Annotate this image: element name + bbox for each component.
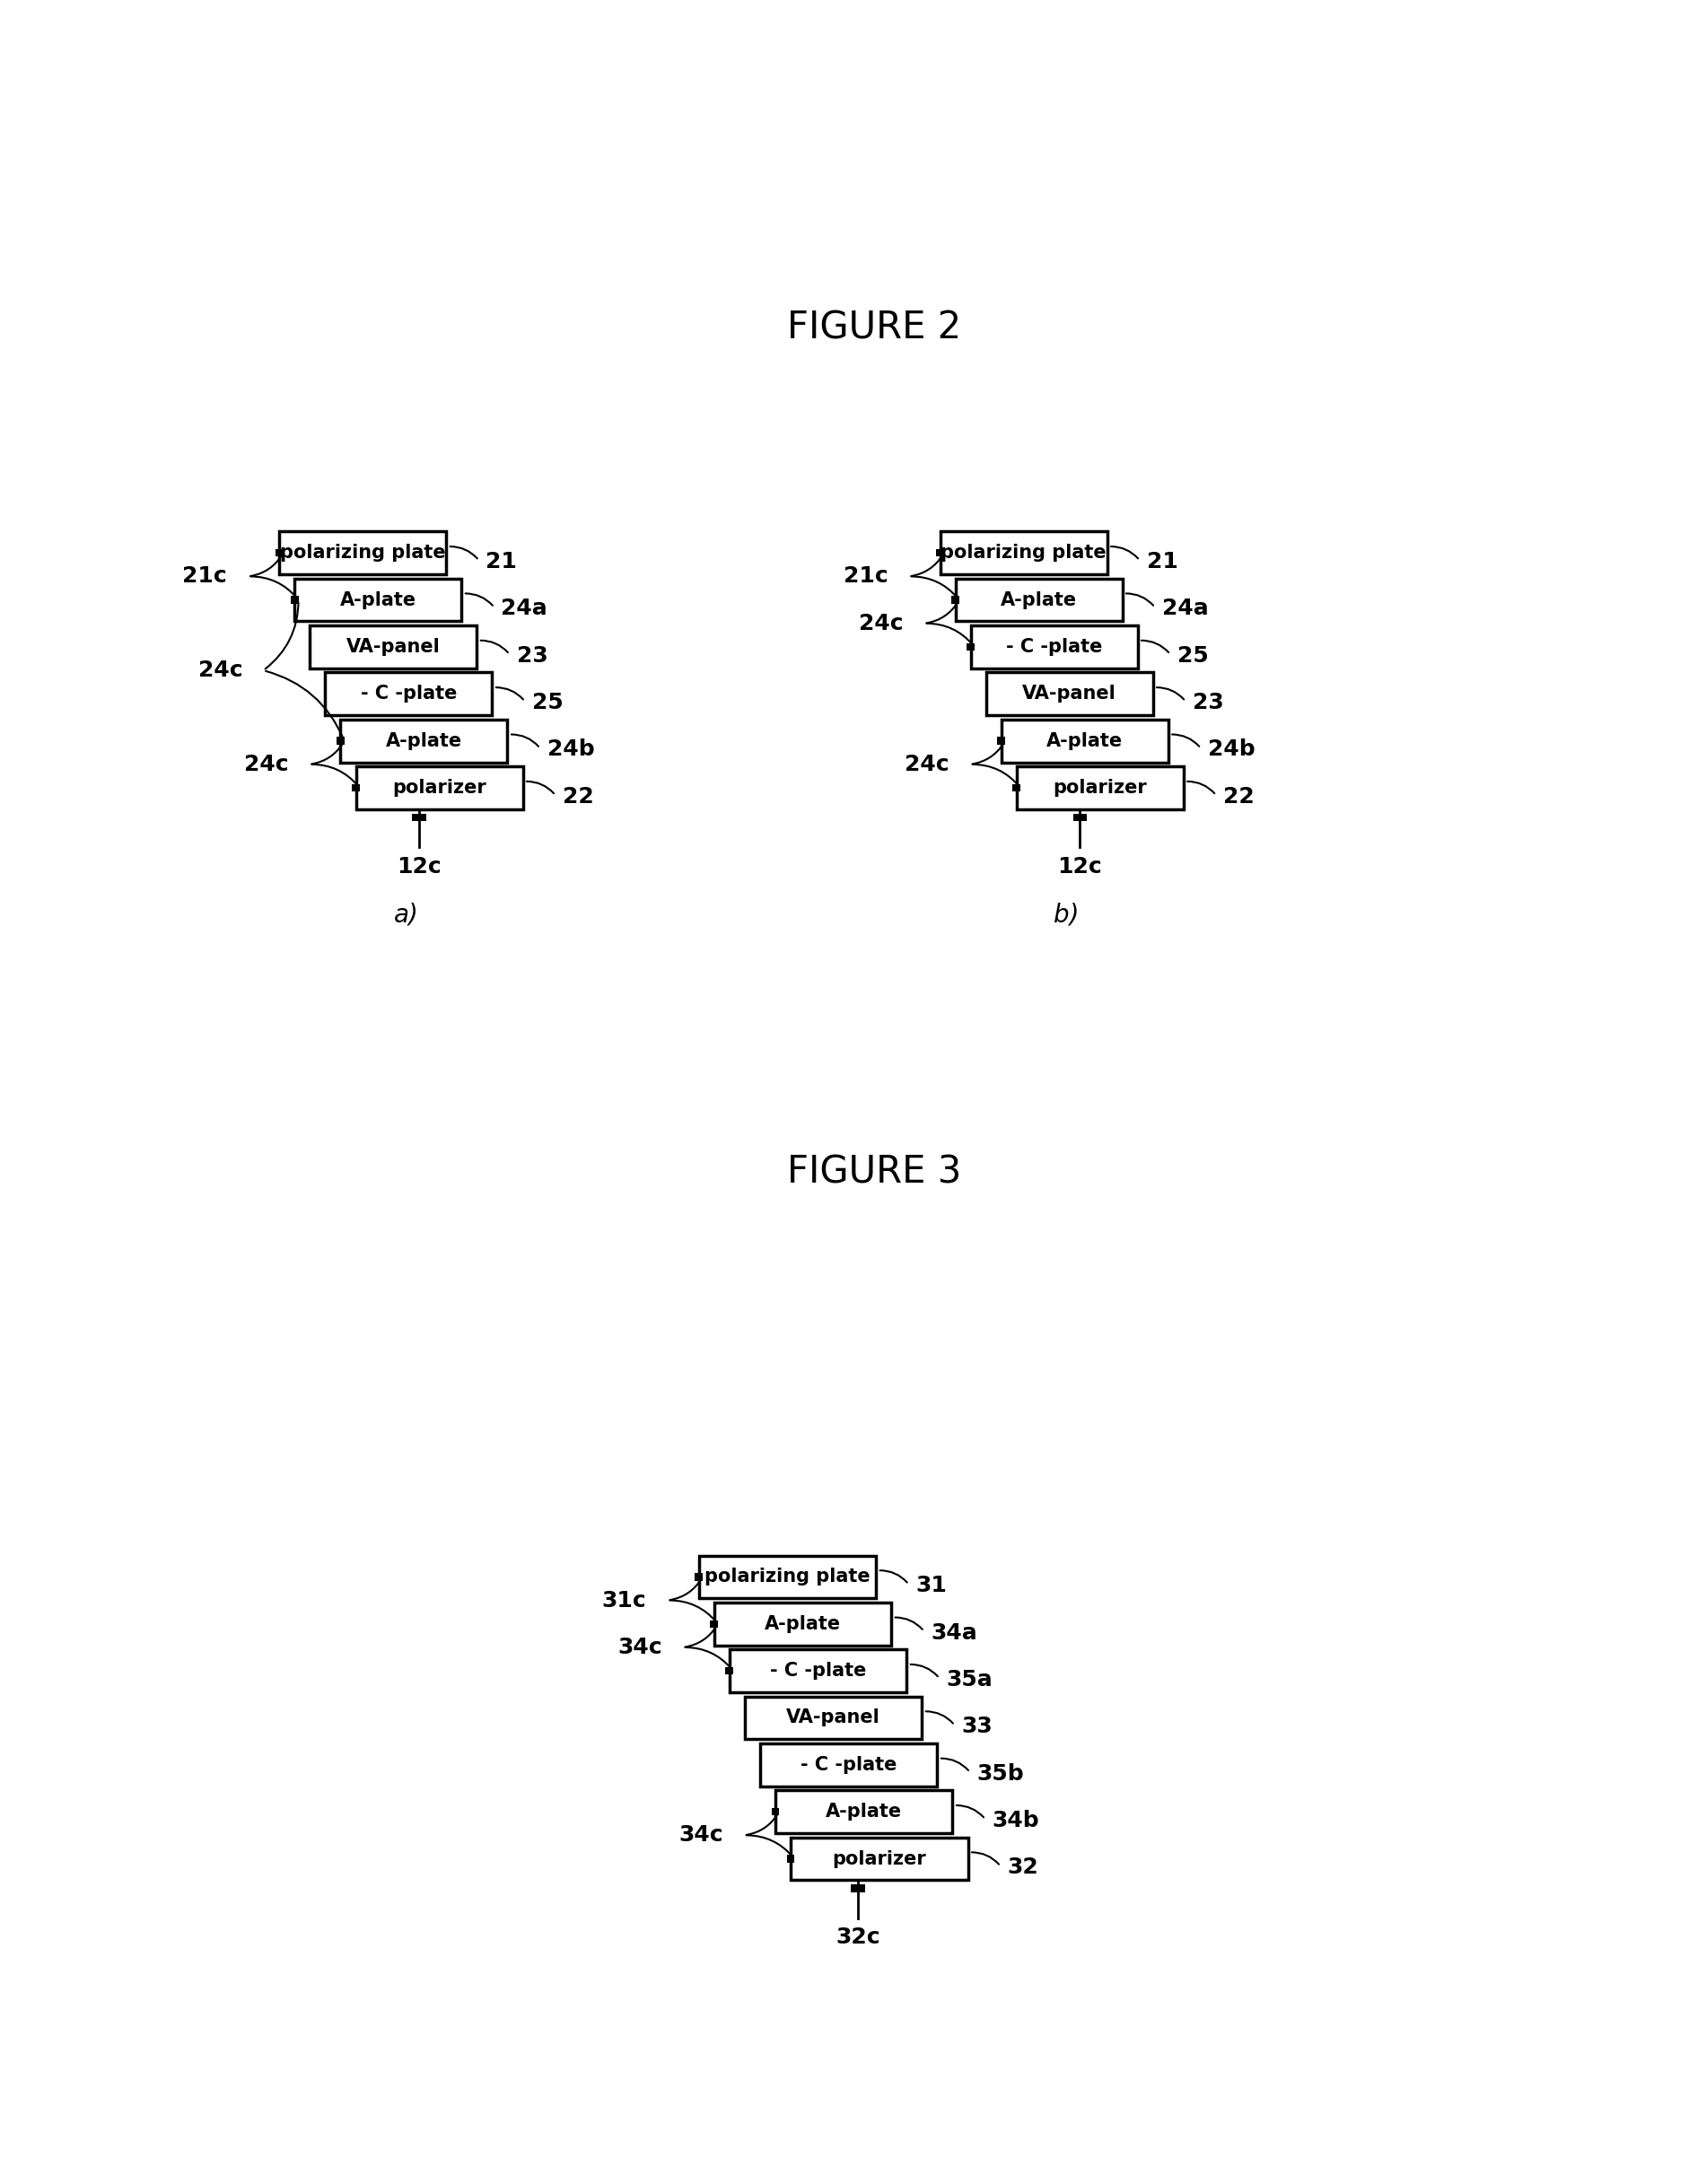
- Text: FIGURE 2: FIGURE 2: [786, 310, 962, 347]
- Bar: [357, 767, 522, 810]
- Bar: [967, 642, 974, 651]
- Bar: [937, 548, 943, 557]
- Bar: [280, 531, 447, 574]
- Text: 34a: 34a: [931, 1623, 978, 1642]
- Text: 34b: 34b: [993, 1811, 1039, 1832]
- Text: b): b): [1054, 902, 1080, 928]
- Bar: [290, 596, 299, 603]
- Text: polarizer: polarizer: [392, 780, 486, 797]
- Bar: [952, 596, 959, 603]
- Text: 25: 25: [532, 692, 563, 714]
- Bar: [744, 1697, 921, 1738]
- Text: 35a: 35a: [947, 1669, 993, 1690]
- Text: 34c: 34c: [618, 1636, 662, 1658]
- Text: 25: 25: [1177, 644, 1208, 666]
- Bar: [295, 579, 462, 622]
- Text: 24b: 24b: [548, 738, 594, 760]
- Text: polarizer: polarizer: [1053, 780, 1146, 797]
- Bar: [413, 812, 426, 821]
- Text: polarizing plate: polarizing plate: [705, 1568, 870, 1586]
- Bar: [326, 673, 491, 716]
- Bar: [786, 1854, 795, 1863]
- Bar: [759, 1743, 937, 1787]
- Text: - C -plate: - C -plate: [1007, 638, 1102, 655]
- Bar: [341, 719, 507, 762]
- Text: A-plate: A-plate: [1001, 592, 1076, 609]
- Text: A-plate: A-plate: [1046, 732, 1123, 749]
- Bar: [998, 736, 1005, 745]
- Bar: [728, 1649, 906, 1693]
- Text: polarizing plate: polarizing plate: [940, 544, 1107, 561]
- Bar: [710, 1621, 718, 1627]
- Text: A-plate: A-plate: [339, 592, 416, 609]
- Text: polarizing plate: polarizing plate: [280, 544, 445, 561]
- Text: 12c: 12c: [397, 856, 442, 878]
- Bar: [971, 625, 1138, 668]
- Text: VA-panel: VA-panel: [346, 638, 440, 655]
- Bar: [710, 1621, 718, 1627]
- Text: VA-panel: VA-panel: [1022, 686, 1116, 703]
- Bar: [290, 596, 299, 603]
- Bar: [955, 579, 1123, 622]
- Text: - C -plate: - C -plate: [360, 686, 457, 703]
- Text: A-plate: A-plate: [826, 1802, 902, 1821]
- Text: 24b: 24b: [1208, 738, 1256, 760]
- Text: 21c: 21c: [843, 566, 887, 587]
- Bar: [351, 784, 360, 791]
- Text: 24a: 24a: [502, 598, 548, 620]
- Text: 33: 33: [962, 1717, 993, 1738]
- Bar: [790, 1837, 967, 1880]
- Text: a): a): [394, 902, 418, 928]
- Text: polarizer: polarizer: [833, 1850, 926, 1867]
- Text: 21: 21: [1146, 550, 1177, 572]
- Text: 24c: 24c: [904, 753, 949, 775]
- Bar: [310, 625, 478, 668]
- Text: 24a: 24a: [1162, 598, 1208, 620]
- Bar: [336, 736, 345, 745]
- Text: 32: 32: [1008, 1856, 1039, 1878]
- Text: 21c: 21c: [183, 566, 227, 587]
- Text: 22: 22: [1223, 786, 1254, 808]
- Bar: [986, 673, 1153, 716]
- Bar: [725, 1666, 734, 1675]
- Text: 34c: 34c: [679, 1824, 723, 1845]
- Bar: [1073, 812, 1087, 821]
- Text: 23: 23: [517, 644, 548, 666]
- Text: 24c: 24c: [858, 614, 902, 633]
- Bar: [775, 1791, 952, 1832]
- Text: VA-panel: VA-panel: [786, 1708, 880, 1728]
- Text: 35b: 35b: [978, 1762, 1024, 1784]
- Text: FIGURE 3: FIGURE 3: [786, 1153, 962, 1190]
- Text: A-plate: A-plate: [386, 732, 462, 749]
- Bar: [940, 531, 1107, 574]
- Text: - C -plate: - C -plate: [769, 1662, 867, 1679]
- Bar: [336, 736, 345, 745]
- Text: 23: 23: [1192, 692, 1223, 714]
- Text: A-plate: A-plate: [764, 1614, 841, 1634]
- Bar: [694, 1572, 703, 1581]
- Bar: [275, 548, 283, 557]
- Bar: [952, 596, 959, 603]
- Bar: [715, 1603, 891, 1645]
- Bar: [699, 1555, 877, 1599]
- Bar: [1017, 767, 1184, 810]
- Bar: [771, 1808, 780, 1815]
- Text: 32c: 32c: [836, 1926, 880, 1948]
- Text: 24c: 24c: [198, 660, 242, 681]
- Text: 31: 31: [916, 1575, 947, 1597]
- Text: 12c: 12c: [1058, 856, 1102, 878]
- Text: 21: 21: [486, 550, 517, 572]
- Text: - C -plate: - C -plate: [800, 1756, 897, 1773]
- Bar: [1013, 784, 1020, 791]
- Text: 31c: 31c: [602, 1590, 647, 1612]
- Bar: [1001, 719, 1169, 762]
- Text: 24c: 24c: [244, 753, 288, 775]
- Text: 22: 22: [563, 786, 594, 808]
- Bar: [851, 1885, 865, 1891]
